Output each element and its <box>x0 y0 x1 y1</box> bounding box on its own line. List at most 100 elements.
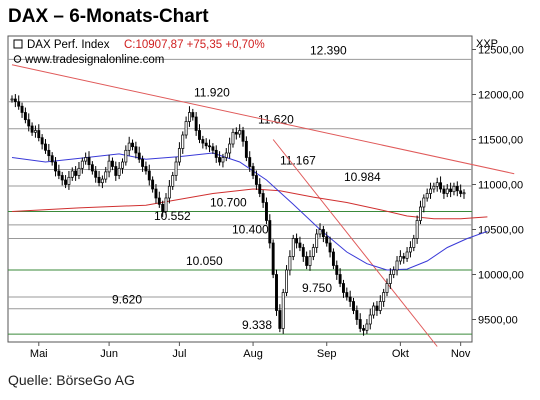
candle-body <box>238 130 242 135</box>
x-tick-label: Sep <box>317 348 337 360</box>
candle-body <box>321 229 325 238</box>
x-tick-label: Jul <box>172 348 186 360</box>
candle-body <box>429 188 432 194</box>
candle-body <box>50 155 54 163</box>
moving-average-200 <box>11 188 488 220</box>
candle-body <box>127 142 131 151</box>
candle-body <box>295 238 299 244</box>
candle-body <box>345 292 349 298</box>
y-tick-label: 9500,00 <box>478 315 518 327</box>
source-text: Quelle: BörseGo AG <box>8 372 135 388</box>
candle-body <box>325 236 329 244</box>
candle-body <box>288 256 292 271</box>
candle-body <box>362 328 366 331</box>
candle-body <box>131 142 134 148</box>
candle-body <box>408 247 412 253</box>
candle-body <box>449 188 453 193</box>
candle-body <box>184 121 188 136</box>
candle-body <box>94 170 98 178</box>
candle-body <box>80 160 84 169</box>
candle-body <box>30 125 34 133</box>
candle-body <box>201 139 205 144</box>
candle-body <box>358 319 362 329</box>
candle-body <box>415 220 419 239</box>
candle-body <box>355 310 359 320</box>
candle-body <box>117 167 121 176</box>
candle-body <box>97 176 101 184</box>
candle-body <box>114 166 118 176</box>
y-tick-label: 10000,00 <box>478 270 524 282</box>
level-label: 9.750 <box>302 281 332 295</box>
candle-body <box>218 157 222 163</box>
candle-body <box>342 283 345 293</box>
candle-body <box>154 188 158 199</box>
candle-body <box>54 161 57 172</box>
copyright-icon <box>13 55 22 63</box>
candle-body <box>177 148 181 163</box>
website-text: www.tradesignalonline.com <box>24 54 164 66</box>
page-title: DAX – 6-Monats-Chart <box>8 6 209 27</box>
candle-body <box>100 178 104 184</box>
candle-body <box>442 188 446 194</box>
candle-body <box>87 157 91 166</box>
candle-body <box>70 170 74 178</box>
candle-body <box>298 242 302 248</box>
candle-body <box>10 98 14 101</box>
candle-body <box>271 242 275 275</box>
candle-body <box>167 185 171 199</box>
x-tick-label: Okt <box>392 348 409 360</box>
candle-body <box>338 274 342 284</box>
candle-body <box>452 185 456 193</box>
candle-body <box>308 256 312 266</box>
candle-body <box>285 269 288 293</box>
candle-body <box>47 149 51 157</box>
x-tick-label: Jun <box>100 348 118 360</box>
candle-body <box>17 101 21 107</box>
candle-body <box>328 242 332 253</box>
candle-body <box>348 296 352 302</box>
candle-body <box>64 179 68 185</box>
x-tick-label: Aug <box>243 348 263 360</box>
candle-body <box>455 185 459 192</box>
y-tick-label: 12500,00 <box>478 45 524 57</box>
candle-body <box>20 105 24 113</box>
candle-body <box>445 188 449 194</box>
candle-body <box>234 131 238 135</box>
candle-body <box>40 137 44 145</box>
candle-body <box>57 170 61 176</box>
candle-body <box>315 233 319 248</box>
candle-body <box>244 140 248 158</box>
y-tick-label: 12000,00 <box>478 90 524 102</box>
candle-body <box>462 192 466 195</box>
candle-body <box>188 112 191 122</box>
candle-body <box>258 184 262 194</box>
candle-body <box>378 301 382 311</box>
candle-body <box>147 170 151 181</box>
plot-frame <box>7 35 473 343</box>
candle-body <box>110 160 114 167</box>
candle-body <box>419 206 422 221</box>
candle-body <box>204 142 208 147</box>
candle-body <box>331 251 335 266</box>
candle-body <box>90 164 94 172</box>
candle-body <box>104 171 108 180</box>
candle-body <box>198 130 201 140</box>
candle-body <box>281 292 285 329</box>
candle-body <box>107 160 111 173</box>
level-label: 10.050 <box>186 254 223 268</box>
candle-body <box>37 130 41 139</box>
candle-body <box>301 247 305 257</box>
candle-body <box>254 175 258 185</box>
candle-body <box>372 305 376 316</box>
level-label: 11.167 <box>280 153 316 167</box>
candle-body <box>375 305 379 311</box>
level-label: 11.920 <box>194 86 230 100</box>
candle-body <box>251 166 255 176</box>
candle-body <box>211 146 215 151</box>
level-label: 10.984 <box>344 170 381 184</box>
level-label: 11.620 <box>258 113 294 127</box>
candle-body <box>318 229 322 235</box>
candle-body <box>432 185 436 190</box>
candle-body <box>208 145 211 148</box>
